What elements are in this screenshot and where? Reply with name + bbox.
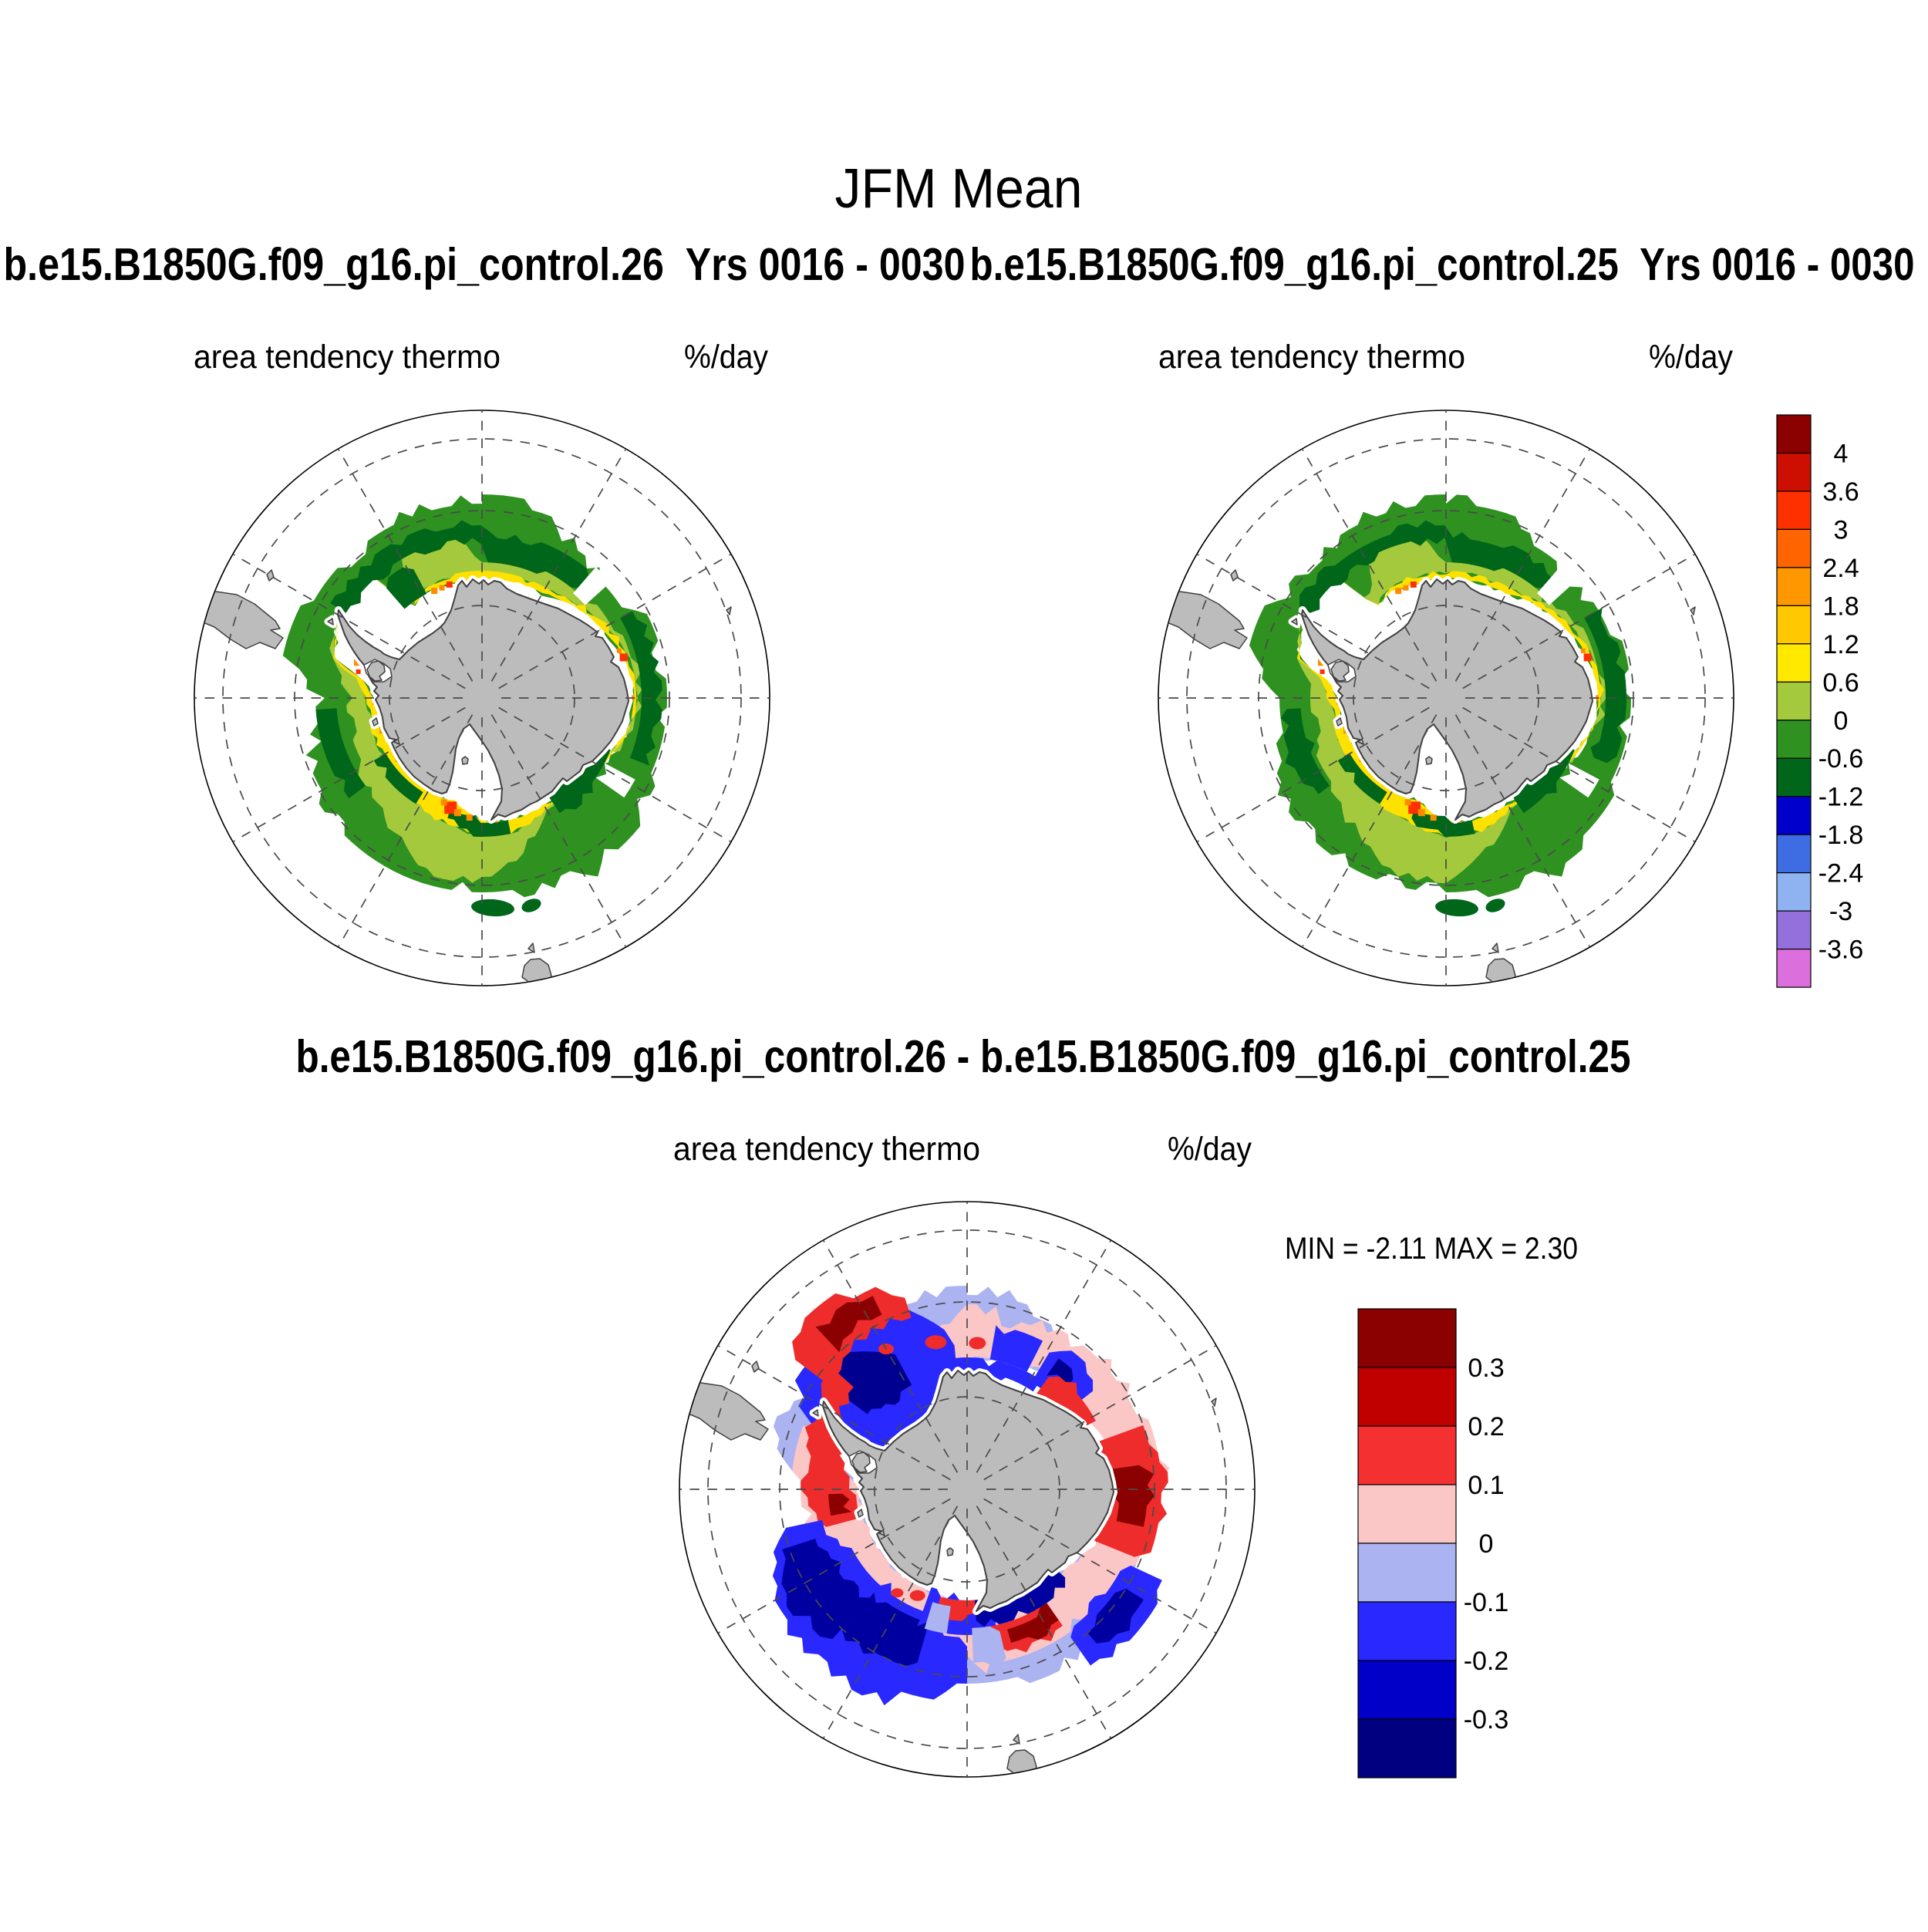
svg-text:area tendency thermo: area tendency thermo: [1158, 339, 1465, 376]
svg-text:0.2: 0.2: [1468, 1412, 1504, 1441]
svg-text:0: 0: [1834, 706, 1849, 736]
svg-text:2.4: 2.4: [1822, 554, 1859, 583]
svg-text:area tendency thermo: area tendency thermo: [194, 339, 501, 376]
svg-text:-0.3: -0.3: [1464, 1705, 1509, 1735]
svg-text:JFM Mean: JFM Mean: [835, 158, 1083, 220]
svg-text:0.6: 0.6: [1822, 668, 1859, 697]
svg-text:%/day: %/day: [684, 339, 768, 376]
svg-text:3: 3: [1834, 515, 1849, 545]
svg-text:-3: -3: [1829, 897, 1852, 926]
svg-text:1.2: 1.2: [1822, 630, 1859, 659]
svg-text:0.3: 0.3: [1468, 1354, 1504, 1383]
svg-text:area tendency thermo: area tendency thermo: [673, 1131, 980, 1168]
svg-text:3.6: 3.6: [1822, 477, 1859, 507]
svg-text:0: 0: [1479, 1529, 1494, 1559]
svg-text:4: 4: [1834, 440, 1849, 469]
svg-text:MIN = -2.11 MAX = 2.30: MIN = -2.11 MAX = 2.30: [1285, 1232, 1578, 1266]
svg-text:-1.8: -1.8: [1818, 821, 1864, 850]
svg-text:b.e15.B1850G.f09_g16.pi_contro: b.e15.B1850G.f09_g16.pi_control.25 Yrs 0…: [970, 239, 1915, 290]
svg-text:0.1: 0.1: [1468, 1471, 1504, 1500]
svg-text:%/day: %/day: [1649, 339, 1733, 376]
svg-text:-3.6: -3.6: [1818, 936, 1864, 965]
svg-text:-0.6: -0.6: [1818, 744, 1864, 774]
svg-text:-0.1: -0.1: [1464, 1588, 1509, 1617]
svg-text:%/day: %/day: [1168, 1131, 1252, 1168]
svg-text:1.8: 1.8: [1822, 592, 1859, 621]
svg-text:-2.4: -2.4: [1818, 859, 1864, 888]
svg-text:-0.2: -0.2: [1464, 1647, 1509, 1676]
svg-text:b.e15.B1850G.f09_g16.pi_contro: b.e15.B1850G.f09_g16.pi_control.26 Yrs 0…: [4, 239, 966, 290]
svg-text:-1.2: -1.2: [1818, 783, 1864, 812]
svg-text:b.e15.B1850G.f09_g16.pi_contro: b.e15.B1850G.f09_g16.pi_control.26 - b.e…: [296, 1031, 1631, 1082]
